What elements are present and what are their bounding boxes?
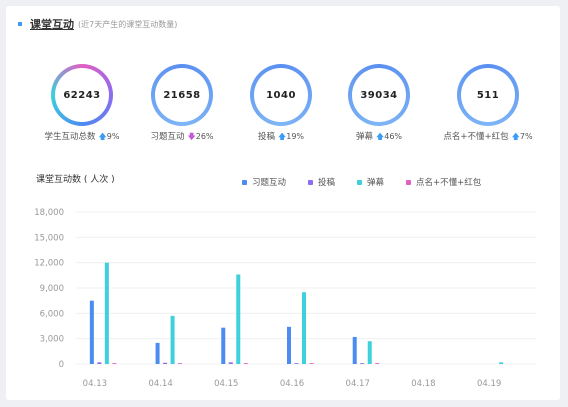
x-tick-label: 04.16 (280, 379, 304, 389)
x-tick-label: 04.13 (83, 379, 107, 389)
bar[interactable] (499, 362, 504, 364)
legend-swatch (406, 179, 412, 185)
bar[interactable] (352, 336, 357, 364)
arrow-up-icon: 🡅 (278, 132, 287, 141)
x-tick-label: 04.14 (148, 379, 172, 389)
legend-swatch (242, 179, 247, 185)
stat-percent: 26% (195, 132, 214, 141)
x-tick-label: 04.17 (346, 379, 370, 389)
bar[interactable] (104, 262, 109, 364)
bar[interactable] (155, 342, 160, 364)
stat-item: 62243 学生互动总数 🡅9% (32, 64, 132, 145)
stat-ring: 39034 (348, 64, 410, 126)
stat-value: 39034 (360, 89, 398, 101)
bar[interactable] (178, 363, 183, 364)
stat-label: 学生互动总数 🡅9% (44, 132, 120, 142)
bar[interactable] (97, 362, 102, 364)
stat-item: 39034 弹幕 🡅46% (329, 64, 429, 145)
bar[interactable] (112, 363, 117, 364)
stat-ring: 21658 (151, 64, 213, 126)
stat-percent: 7% (519, 132, 533, 141)
interaction-card: 课堂互动 (近7天产生的课堂互动数量) 62243 学生互动总数 🡅9% 21658 习… (6, 6, 560, 400)
stat-ring: 511 (457, 64, 519, 126)
stat-ring: 62243 (51, 64, 113, 126)
stat-percent: 46% (384, 132, 403, 141)
legend-item[interactable]: 投稿 (308, 176, 335, 188)
y-tick-label: 9,000 (40, 284, 64, 294)
legend-item[interactable]: 弹幕 (357, 176, 384, 188)
stat-value: 511 (476, 89, 500, 101)
bar-chart: 18,000 15,000 12,000 9,000 6,000 3,000 0 04.13 0… (34, 208, 536, 389)
bar[interactable] (367, 341, 372, 364)
bar[interactable] (375, 363, 380, 364)
bar[interactable] (360, 363, 365, 364)
x-tick-label: 04.15 (214, 379, 238, 389)
stat-value: 62243 (63, 89, 101, 101)
stat-label: 点名+不懂+红包 🡅7% (443, 132, 533, 142)
y-tick-label: 12,000 (34, 259, 64, 269)
legend-item[interactable]: 点名+不懂+红包 (406, 176, 481, 188)
stat-value: 1040 (266, 89, 296, 101)
arrow-up-icon: 🡅 (98, 132, 107, 141)
y-tick-label: 18,000 (34, 208, 64, 218)
legend-swatch (308, 179, 314, 185)
legend-label: 弹幕 (367, 178, 385, 188)
chart-legend: 习题互动 投稿 弹幕 点名+不懂+红包 (242, 176, 503, 188)
legend-label: 点名+不懂+红包 (416, 178, 482, 188)
bar[interactable] (89, 300, 94, 364)
section-subtitle: (近7天产生的课堂互动数量) (78, 19, 178, 29)
stat-item: 511 点名+不懂+红包 🡅7% (438, 64, 538, 145)
bar[interactable] (287, 326, 291, 364)
bar[interactable] (243, 363, 248, 364)
stat-item: 21658 习题互动 🡇26% (132, 64, 232, 145)
arrow-up-icon: 🡅 (511, 132, 520, 141)
arrow-down-icon: 🡇 (187, 132, 196, 141)
stat-percent: 19% (286, 132, 305, 141)
chart-title: 课堂互动数 ( 人次 ) (36, 175, 115, 185)
y-tick-label: 3,000 (40, 335, 64, 345)
legend-item[interactable]: 习题互动 (242, 176, 286, 188)
bar[interactable] (294, 363, 299, 364)
y-tick-label: 15,000 (34, 233, 64, 243)
bar[interactable] (163, 362, 168, 364)
stat-percent: 9% (106, 132, 120, 141)
bar[interactable] (170, 315, 175, 364)
section-marker (18, 22, 22, 26)
bar[interactable] (221, 327, 226, 364)
legend-swatch (357, 179, 363, 185)
stat-value: 21658 (163, 89, 201, 101)
stat-label: 投稿 🡅19% (257, 132, 305, 142)
arrow-up-icon: 🡅 (376, 132, 385, 141)
stats-row: 62243 学生互动总数 🡅9% 21658 习题互动 🡇26% 1040 投稿 🡅19% 390… (6, 64, 560, 154)
legend-label: 习题互动 (252, 178, 287, 188)
bar[interactable] (302, 292, 306, 364)
stat-label: 弹幕 🡅46% (355, 132, 403, 142)
stat-item: 1040 投稿 🡅19% (231, 64, 331, 145)
bar[interactable] (309, 363, 314, 364)
stat-ring: 1040 (250, 64, 312, 126)
y-tick-label: 0 (59, 360, 64, 370)
stat-label: 习题互动 🡇26% (150, 132, 214, 142)
x-tick-label: 04.18 (411, 379, 435, 389)
section-title[interactable]: 课堂互动 (30, 18, 74, 31)
bar[interactable] (236, 274, 241, 364)
y-tick-label: 6,000 (40, 309, 64, 319)
x-tick-label: 04.19 (477, 379, 501, 389)
legend-label: 投稿 (318, 178, 336, 188)
section-header: 课堂互动 (近7天产生的课堂互动数量) (18, 16, 177, 32)
bar[interactable] (228, 362, 233, 364)
